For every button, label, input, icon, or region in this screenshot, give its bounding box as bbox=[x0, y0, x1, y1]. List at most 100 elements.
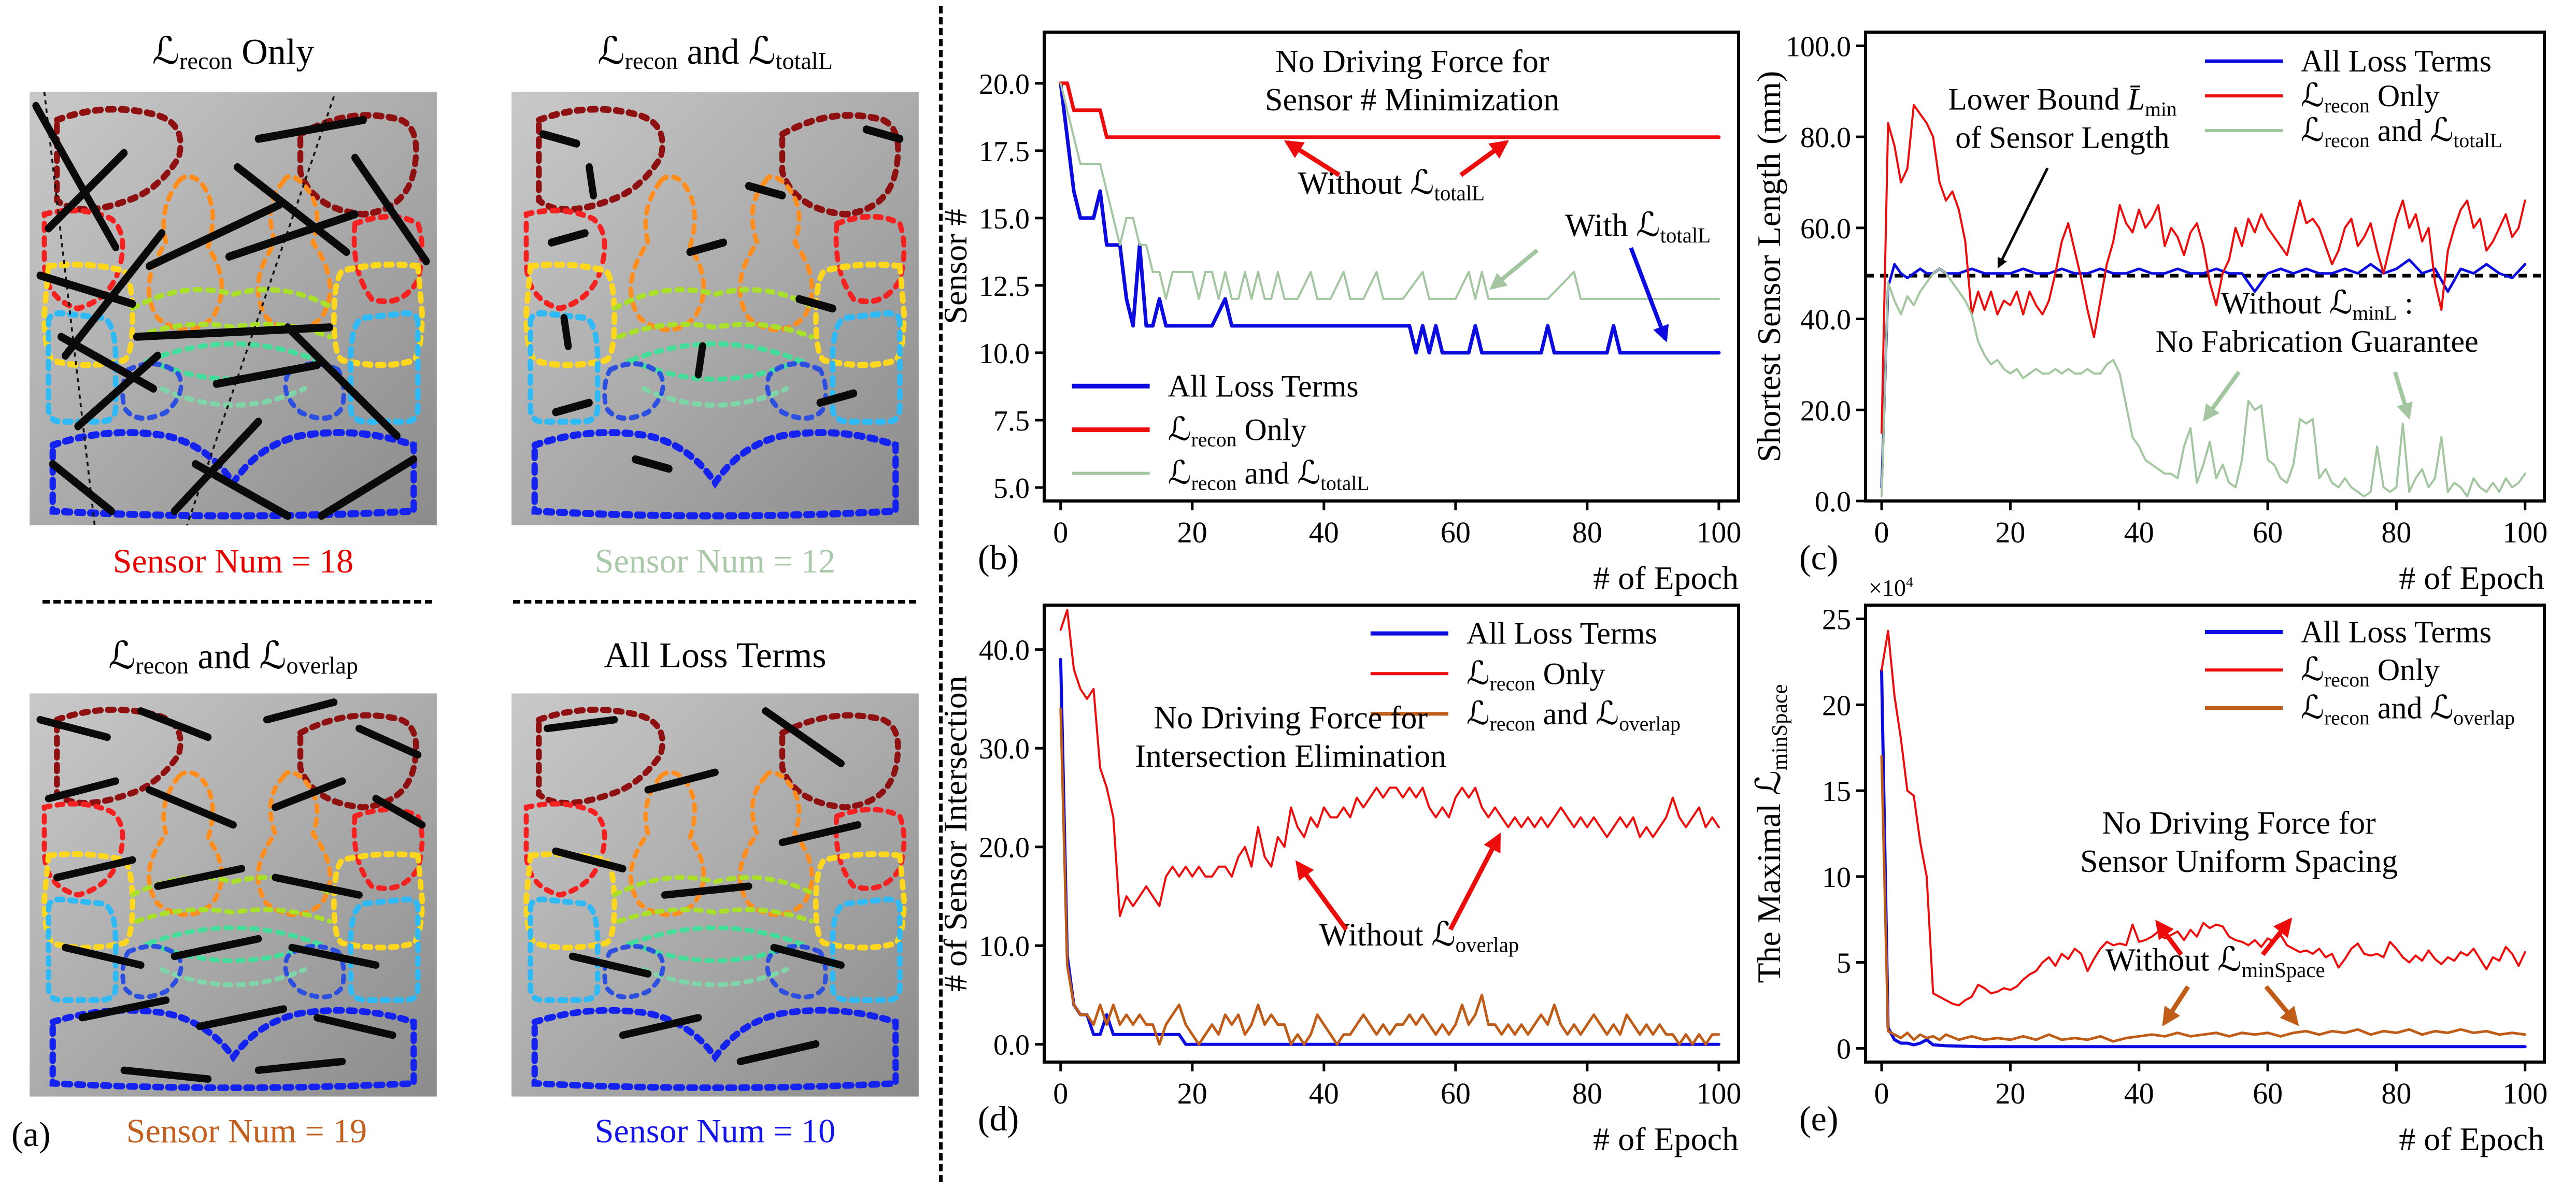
sensor-lines bbox=[539, 125, 904, 473]
annotation-arrow-orange bbox=[2264, 985, 2299, 1026]
svg-text:10.0: 10.0 bbox=[979, 338, 1030, 370]
layout-title-recon-overlap: ℒrecon and ℒoverlap bbox=[108, 634, 359, 679]
layout-image-recon-overlap bbox=[30, 693, 437, 1097]
svg-text:20: 20 bbox=[1822, 690, 1851, 722]
svg-text:of Sensor Length: of Sensor Length bbox=[1955, 120, 2169, 154]
x-axis-label: # of Epoch bbox=[2399, 560, 2544, 596]
svg-text:0.0: 0.0 bbox=[993, 1029, 1030, 1062]
layout-title-recon-totalL: ℒrecon and ℒtotalL bbox=[597, 29, 833, 75]
svg-text:100: 100 bbox=[2502, 1077, 2547, 1110]
svg-text:20.0: 20.0 bbox=[1800, 395, 1851, 427]
svg-text:Lower Bound L̄min: Lower Bound L̄min bbox=[1948, 82, 2177, 120]
svg-text:40: 40 bbox=[2124, 515, 2154, 549]
svg-text:30.0: 30.0 bbox=[979, 733, 1030, 765]
annotation-arrow-red bbox=[2155, 920, 2183, 956]
annotation: Without ℒminL :No Fabrication Guarantee bbox=[2156, 283, 2479, 359]
svg-text:0: 0 bbox=[1874, 515, 1889, 549]
svg-text:80: 80 bbox=[2381, 1077, 2411, 1110]
svg-text:ℒrecon Only: ℒrecon Only bbox=[1467, 654, 1605, 695]
svg-text:ℒrecon and ℒtotalL: ℒrecon and ℒtotalL bbox=[1168, 454, 1370, 495]
layout-image-recon-totalL bbox=[511, 92, 919, 525]
thin-guide-lines bbox=[43, 91, 335, 526]
caption-sensor-num-18: Sensor Num = 18 bbox=[112, 542, 354, 580]
annotation-arrow-red bbox=[1448, 833, 1501, 931]
x-axis: 0 20 40 60 80 100 bbox=[1053, 1062, 1741, 1110]
svg-text:20.0: 20.0 bbox=[979, 68, 1030, 101]
svg-text:No Fabrication Guarantee: No Fabrication Guarantee bbox=[2156, 324, 2479, 359]
plot-frame bbox=[1864, 31, 2546, 503]
svg-text:7.5: 7.5 bbox=[993, 405, 1030, 437]
annotation-arrow-red bbox=[2260, 917, 2293, 956]
chart-e: 0 20 40 60 80 100 # of Epoch 0 5 10 15 20 25 The Maxi… bbox=[1748, 574, 2547, 1157]
y-axis: 0.0 20.0 40.0 60.0 80.0 100.0 bbox=[1786, 31, 1866, 518]
panel-letter-e: (e) bbox=[1799, 1099, 1838, 1138]
svg-text:Intersection Elimination: Intersection Elimination bbox=[1135, 739, 1446, 774]
svg-text:80: 80 bbox=[2381, 515, 2411, 549]
x-axis-label: # of Epoch bbox=[2399, 1121, 2544, 1157]
svg-text:100: 100 bbox=[1696, 1077, 1741, 1110]
caption-sensor-num-12: Sensor Num = 12 bbox=[594, 542, 836, 580]
annotation-arrow-red bbox=[1459, 140, 1509, 177]
svg-text:20: 20 bbox=[1995, 1077, 2025, 1110]
svg-text:Without ℒoverlap: Without ℒoverlap bbox=[1319, 915, 1519, 956]
annotation-arrow-green bbox=[1489, 248, 1539, 290]
svg-text:15.0: 15.0 bbox=[979, 203, 1030, 235]
svg-text:80.0: 80.0 bbox=[1800, 122, 1851, 154]
plot-frame bbox=[1043, 31, 1740, 503]
svg-text:80: 80 bbox=[1572, 515, 1602, 549]
annotation-arrow-red bbox=[1284, 140, 1341, 177]
svg-text:40.0: 40.0 bbox=[1800, 304, 1851, 336]
svg-text:60: 60 bbox=[2253, 515, 2283, 549]
caption-sensor-num-19: Sensor Num = 19 bbox=[126, 1112, 367, 1150]
x-axis: 0 20 40 60 80 100 bbox=[1874, 501, 2547, 549]
layout-image-all-loss bbox=[511, 693, 919, 1097]
chart-c: 0 20 40 60 80 100 # of Epoch 0.0 20.0 40.0 60.0 80.… bbox=[1750, 31, 2547, 596]
layout-image-recon-only bbox=[30, 91, 437, 526]
annotation-arrow-green bbox=[2393, 371, 2413, 420]
layout-background bbox=[511, 92, 919, 525]
annotation: With ℒtotalL bbox=[1565, 206, 1711, 247]
axis-offset-label: ×104 bbox=[1869, 574, 1913, 601]
chart-d: 0 20 40 60 80 100 # of Epoch 0.0 10.0 20.0 30.0 40.… bbox=[937, 604, 1741, 1157]
svg-text:0: 0 bbox=[1837, 1033, 1851, 1065]
panel-a-letter: (a) bbox=[11, 1114, 51, 1154]
annotation-arrow-blue bbox=[1629, 247, 1669, 342]
svg-text:5.0: 5.0 bbox=[993, 472, 1030, 505]
svg-text:17.5: 17.5 bbox=[979, 136, 1030, 168]
annotation-arrow-black bbox=[1997, 167, 2049, 269]
svg-text:40: 40 bbox=[1309, 1077, 1339, 1110]
divider-horizontal-right bbox=[513, 600, 916, 604]
annotation: Without ℒoverlap bbox=[1319, 915, 1519, 956]
svg-text:100: 100 bbox=[2502, 515, 2547, 549]
sensor-lines bbox=[544, 707, 862, 1066]
layout-background bbox=[511, 693, 919, 1097]
panel-letter-b: (b) bbox=[978, 538, 1019, 577]
region-contours bbox=[41, 106, 425, 520]
y-axis: 0 5 10 15 20 25 bbox=[1822, 604, 1866, 1065]
layout-title-recon-only: ℒrecon Only bbox=[152, 29, 315, 75]
svg-text:20: 20 bbox=[1177, 515, 1207, 549]
sensor-lines bbox=[36, 698, 426, 1083]
svg-text:0: 0 bbox=[1053, 1077, 1068, 1110]
x-axis: 0 20 40 60 80 100 bbox=[1053, 501, 1741, 549]
svg-text:10.0: 10.0 bbox=[979, 930, 1030, 963]
svg-text:Without ℒminSpace: Without ℒminSpace bbox=[2105, 940, 2325, 982]
svg-text:All Loss Terms: All Loss Terms bbox=[2301, 615, 2492, 649]
svg-text:10: 10 bbox=[1822, 862, 1851, 894]
svg-text:0: 0 bbox=[1874, 1077, 1889, 1110]
y-axis: 0.0 10.0 20.0 30.0 40.0 bbox=[979, 635, 1044, 1062]
series-orange bbox=[1880, 755, 2527, 1043]
svg-text:20.0: 20.0 bbox=[979, 832, 1030, 864]
svg-text:ℒrecon and ℒoverlap: ℒrecon and ℒoverlap bbox=[2301, 688, 2515, 729]
svg-text:ℒrecon and ℒtotalL: ℒrecon and ℒtotalL bbox=[2301, 111, 2502, 152]
svg-text:ℒrecon and ℒoverlap: ℒrecon and ℒoverlap bbox=[1467, 694, 1681, 735]
svg-text:0: 0 bbox=[1053, 515, 1068, 549]
chart-b: 0 20 40 60 80 100 # of Epoch 5.0 7.5 10.0 12.5 15.0… bbox=[937, 31, 1741, 596]
y-axis-label: Sensor # bbox=[937, 209, 974, 324]
svg-text:60: 60 bbox=[1441, 515, 1471, 549]
